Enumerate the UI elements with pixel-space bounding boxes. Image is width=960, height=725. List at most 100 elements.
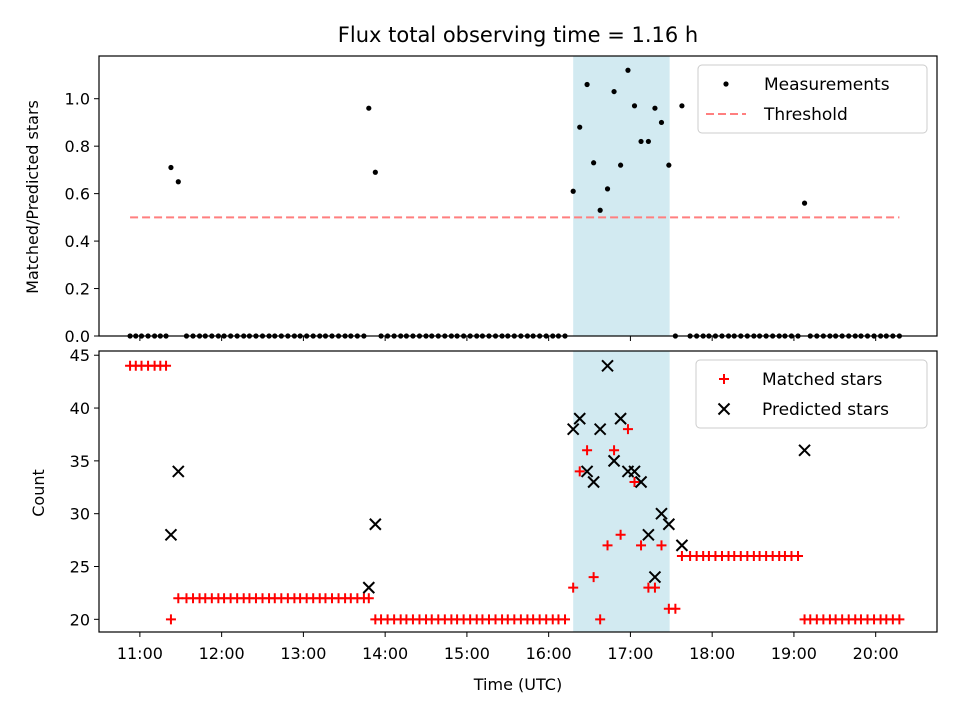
legend-measurement-swatch [723,81,729,87]
predicted-star-point [580,465,594,478]
predicted-star-point [628,465,641,478]
predicted-star-point [172,465,185,478]
matched-star-point [363,593,374,604]
x-tick-label: 16:00 [526,644,572,663]
x-tick-label: 19:00 [771,644,817,663]
measurement-point [666,162,672,168]
measurement-point [372,169,378,175]
measurement-point [597,207,603,213]
matched-star-point [894,614,905,625]
axes-frame [98,55,938,337]
matched-star-point [165,614,176,625]
predicted-star-point [662,518,676,531]
matched-star-point [793,550,804,561]
x-tick-label: 13:00 [280,644,326,663]
matched-star-point [656,540,667,551]
y-tick-label: 45 [70,346,90,365]
matched-star-point [636,540,647,551]
x-tick-label: 11:00 [117,644,163,663]
measurement-point [652,105,658,111]
measurement-point [618,162,624,168]
measurement-point [625,67,631,73]
y-tick-label: 0.0 [65,327,90,346]
legend-label: Predicted stars [762,400,889,420]
y-tick-label: 1.0 [65,90,90,109]
matched-star-point [602,540,613,551]
y-tick-label: 0.4 [65,232,90,251]
legend-box [695,359,928,429]
top-y-axis-label: Matched/Predicted stars [23,100,42,294]
measurement-point [679,103,685,109]
measurement-point [577,124,583,130]
observing-window-span [573,351,670,632]
legend-label: Threshold [763,105,848,125]
predicted-star-point [587,475,600,489]
y-tick-label: 30 [70,505,90,524]
x-axis-label: Time (UTC) [473,675,562,694]
y-tick-label: 35 [70,452,90,471]
legend-matched-swatch [719,374,729,384]
matched-star-point [560,614,571,625]
x-tick-label: 17:00 [607,644,653,663]
matched-star-point [582,445,593,456]
matched-star-point [574,466,585,477]
measurement-point [168,164,174,171]
predicted-star-point [369,518,382,531]
matched-star-point [629,476,640,487]
x-tick-label: 20:00 [853,644,899,663]
predicted-star-point [614,412,627,425]
predicted-star-point [362,581,376,594]
matched-star-point [622,424,633,435]
measurement-point [631,103,638,109]
predicted-star-point [675,539,689,552]
matched-star-point [568,582,579,593]
predicted-star-point [566,422,580,436]
y-tick-label: 40 [70,399,90,418]
predicted-star-point [164,528,178,542]
axes-frame [98,350,938,633]
predicted-star-point [648,570,662,584]
x-tick-label: 12:00 [199,644,245,663]
measurement-point [638,138,644,145]
measurement-point [658,119,665,126]
legend-label: Measurements [764,75,890,95]
y-tick-label: 0.2 [65,280,90,299]
predicted-star-point [573,412,586,425]
top-panel: 0.0 0.2 0.4 0.6 0.8 1.0 Measurements Threshold [65,55,938,346]
predicted-star-point [642,528,655,542]
predicted-star-point [601,359,614,372]
matched-star-point [595,614,606,625]
x-tick-label: 18:00 [689,644,735,663]
matched-star-point [649,582,660,593]
matched-star-point [609,445,620,456]
matched-star-point [670,603,681,614]
bottom-y-axis-label: Count [29,469,48,517]
predicted-star-point [593,422,607,436]
bottom-panel: 20 25 30 35 40 45 11:00 12:00 13:00 14:00 15:00 16:… [70,346,938,663]
predicted-star-point [655,507,668,520]
measurement-point [366,105,372,111]
y-tick-label: 0.8 [65,137,90,156]
measurement-point [584,81,590,88]
x-tick-label: 15:00 [444,644,490,663]
legend-box [697,64,928,134]
measurement-point [570,188,576,194]
measurement-point [604,186,611,192]
legend-label: Matched stars [762,370,882,390]
predicted-star-point [634,475,648,489]
matched-star-point [615,529,626,540]
chart-title: Flux total observing time = 1.16 h [338,23,698,47]
matched-star-point [588,572,599,583]
legend-predicted-swatch [717,402,731,416]
y-tick-label: 25 [70,558,90,577]
measurement-point [611,88,617,95]
observing-window-span [573,56,670,336]
measurement-point [591,160,597,166]
matched-star-point [161,360,172,371]
x-tick-label: 14:00 [362,644,408,663]
y-tick-label: 0.6 [65,185,90,204]
measurement-point [801,200,808,206]
measurement-point [645,138,652,145]
predicted-star-point [607,454,621,468]
